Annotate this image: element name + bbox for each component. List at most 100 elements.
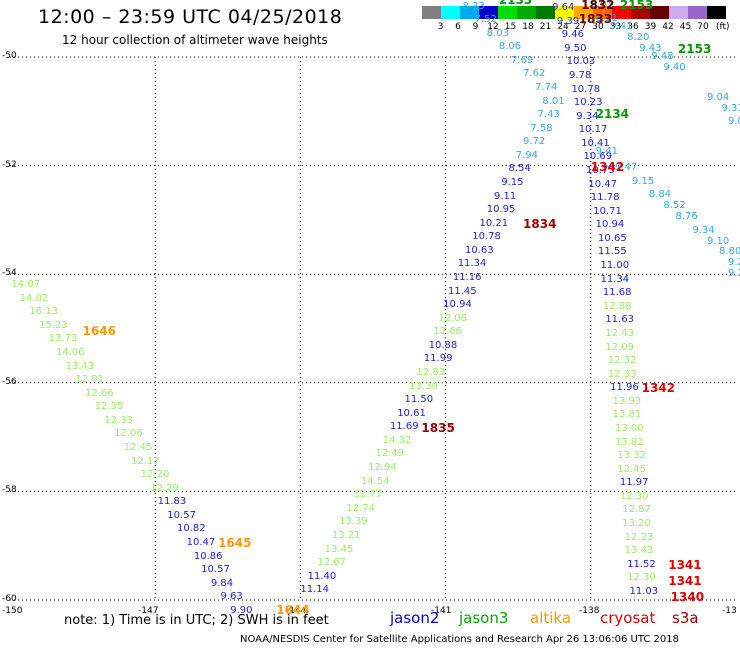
- lon-label: -147: [138, 606, 159, 616]
- colorbar-label: 15: [504, 22, 517, 32]
- wave-height-value: 7.69: [510, 54, 534, 66]
- colorbar-label: 39: [644, 22, 657, 32]
- pass-time-label: 1832: [581, 0, 615, 13]
- wave-height-value: 10.69: [583, 151, 613, 163]
- wave-height-value: 11.45: [448, 285, 477, 297]
- wave-height-value: 11.55: [598, 246, 627, 258]
- wave-height-value: 9.48: [651, 51, 674, 62]
- colorbar-label: 24: [557, 22, 569, 32]
- colorbar-label: 6: [455, 22, 461, 32]
- wave-height-value: 12.49: [375, 448, 405, 460]
- wave-height-value: 13.43: [624, 545, 654, 557]
- wave-height-value: 9.39: [556, 15, 580, 27]
- wave-height-value: 9.10: [706, 235, 730, 247]
- wave-height-value: 10.63: [464, 244, 494, 256]
- wave-height-value: 8.01: [590, 0, 614, 11]
- lat-label: -52: [2, 159, 17, 170]
- wave-height-value: 11.69: [389, 421, 419, 433]
- wave-height-value: 12.30: [619, 490, 649, 502]
- wave-height-value: 12.29: [150, 482, 179, 494]
- lon-label: -150: [2, 606, 23, 616]
- wave-height-value: 9.15: [501, 176, 524, 188]
- wave-height-value: 13.20: [622, 517, 651, 529]
- lat-label: -50: [2, 51, 17, 61]
- lat-label: -56: [2, 376, 17, 387]
- pass-time-label: 1340: [670, 590, 705, 605]
- pass-time-label: 2133: [498, 0, 533, 7]
- colorbar-swatch: [612, 6, 631, 19]
- wave-height-value: 10.82: [176, 523, 206, 535]
- wave-height-value: 8.84: [648, 189, 672, 201]
- wave-height-value: 12.45: [617, 463, 647, 475]
- colorbar-swatch: [422, 6, 441, 19]
- colorbar-swatch: [650, 6, 669, 19]
- wave-height-value: 11.99: [423, 353, 453, 365]
- colorbar-swatch: [460, 6, 479, 19]
- wave-height-value: 11.83: [157, 496, 187, 508]
- wave-height-value: 11.34: [457, 258, 487, 270]
- colorbar-label: 42: [662, 22, 674, 32]
- wave-height-value: 10.73: [585, 165, 615, 177]
- wave-height-value: 8.33: [462, 0, 485, 12]
- wave-height-value: 9.22: [728, 257, 740, 269]
- lon-label: -141: [431, 606, 452, 616]
- wave-height-value: 11.34: [600, 273, 630, 285]
- wave-height-value: 8.01: [542, 95, 565, 107]
- wave-height-value: 9.40: [663, 61, 686, 73]
- lon-label: -144: [286, 606, 307, 616]
- wave-height-value: 11.00: [600, 260, 630, 272]
- wave-height-value: 12.74: [346, 502, 376, 514]
- wave-height-value: 13.43: [65, 360, 95, 372]
- wave-height-value: 11.50: [404, 394, 434, 406]
- wave-height-value: 10.95: [486, 204, 516, 216]
- wave-height-value: 16.13: [29, 306, 58, 318]
- colorbar-label: 45: [679, 22, 692, 32]
- wave-height-value: 11.14: [300, 584, 330, 596]
- wave-height-value: 12.32: [607, 355, 637, 367]
- lon-label: -138: [579, 606, 600, 616]
- wave-height-value: 10.78: [571, 83, 601, 95]
- colorbar-label: 70: [697, 22, 709, 32]
- colorbar-label: 18: [522, 22, 534, 32]
- wave-height-value: 13.82: [615, 436, 644, 448]
- wave-height-value: 12.33: [607, 368, 637, 380]
- pass-time-label: 1645: [218, 535, 252, 550]
- wave-height-value: 8.80: [719, 246, 740, 258]
- wave-height-value: 11.63: [605, 314, 634, 326]
- colorbar-swatch: [498, 6, 517, 19]
- wave-height-value: 12.23: [624, 531, 654, 543]
- pass-time-label: 1341: [668, 573, 702, 588]
- wave-height-value: 12.67: [317, 557, 346, 569]
- colorbar-label: 33: [609, 22, 622, 32]
- wave-height-value: 10.41: [581, 137, 610, 149]
- wave-height-value: 11.52: [627, 558, 656, 570]
- wave-height-value: 15.23: [39, 319, 68, 331]
- colorbar-label: 12: [487, 22, 499, 32]
- wave-height-value: 12.45: [123, 441, 153, 453]
- colorbar-swatch: [536, 6, 555, 19]
- satellite-legend-altika: altika: [530, 609, 572, 627]
- wave-height-value: 11.68: [602, 287, 632, 299]
- satellite-legend-s3a: s3a: [672, 609, 699, 627]
- wave-height-value: 11.03: [629, 585, 659, 597]
- satellite-legend-jason3: jason3: [459, 609, 509, 627]
- wave-height-value: 12.06: [114, 428, 143, 440]
- wave-height-value: 9.11: [494, 190, 517, 202]
- footnote: note: 1) Time is in UTC; 2) SWH is in fe…: [64, 613, 329, 628]
- pass-time-label: 1342: [641, 380, 676, 395]
- satellite-legend-cryosat: cryosat: [600, 609, 656, 627]
- wave-height-value: 12.94: [368, 462, 397, 474]
- pass-time-label: 1833: [578, 11, 613, 26]
- wave-height-value: 9.31: [721, 102, 740, 114]
- wave-height-value: 12.66: [433, 326, 463, 338]
- wave-height-value: 10.47: [588, 178, 618, 190]
- credit-line: NOAA/NESDIS Center for Satellite Applica…: [240, 634, 679, 645]
- map-title: 12:00 – 23:59 UTC 04/25/2018: [38, 6, 343, 28]
- wave-height-value: 9.04: [706, 91, 730, 103]
- wave-height-value: 10.65: [598, 232, 627, 244]
- wave-height-value: 12.83: [416, 367, 446, 379]
- colorbar-label: 27: [574, 22, 587, 32]
- wave-height-value: 10.88: [428, 339, 458, 351]
- wave-height-value: 12.35: [94, 401, 124, 413]
